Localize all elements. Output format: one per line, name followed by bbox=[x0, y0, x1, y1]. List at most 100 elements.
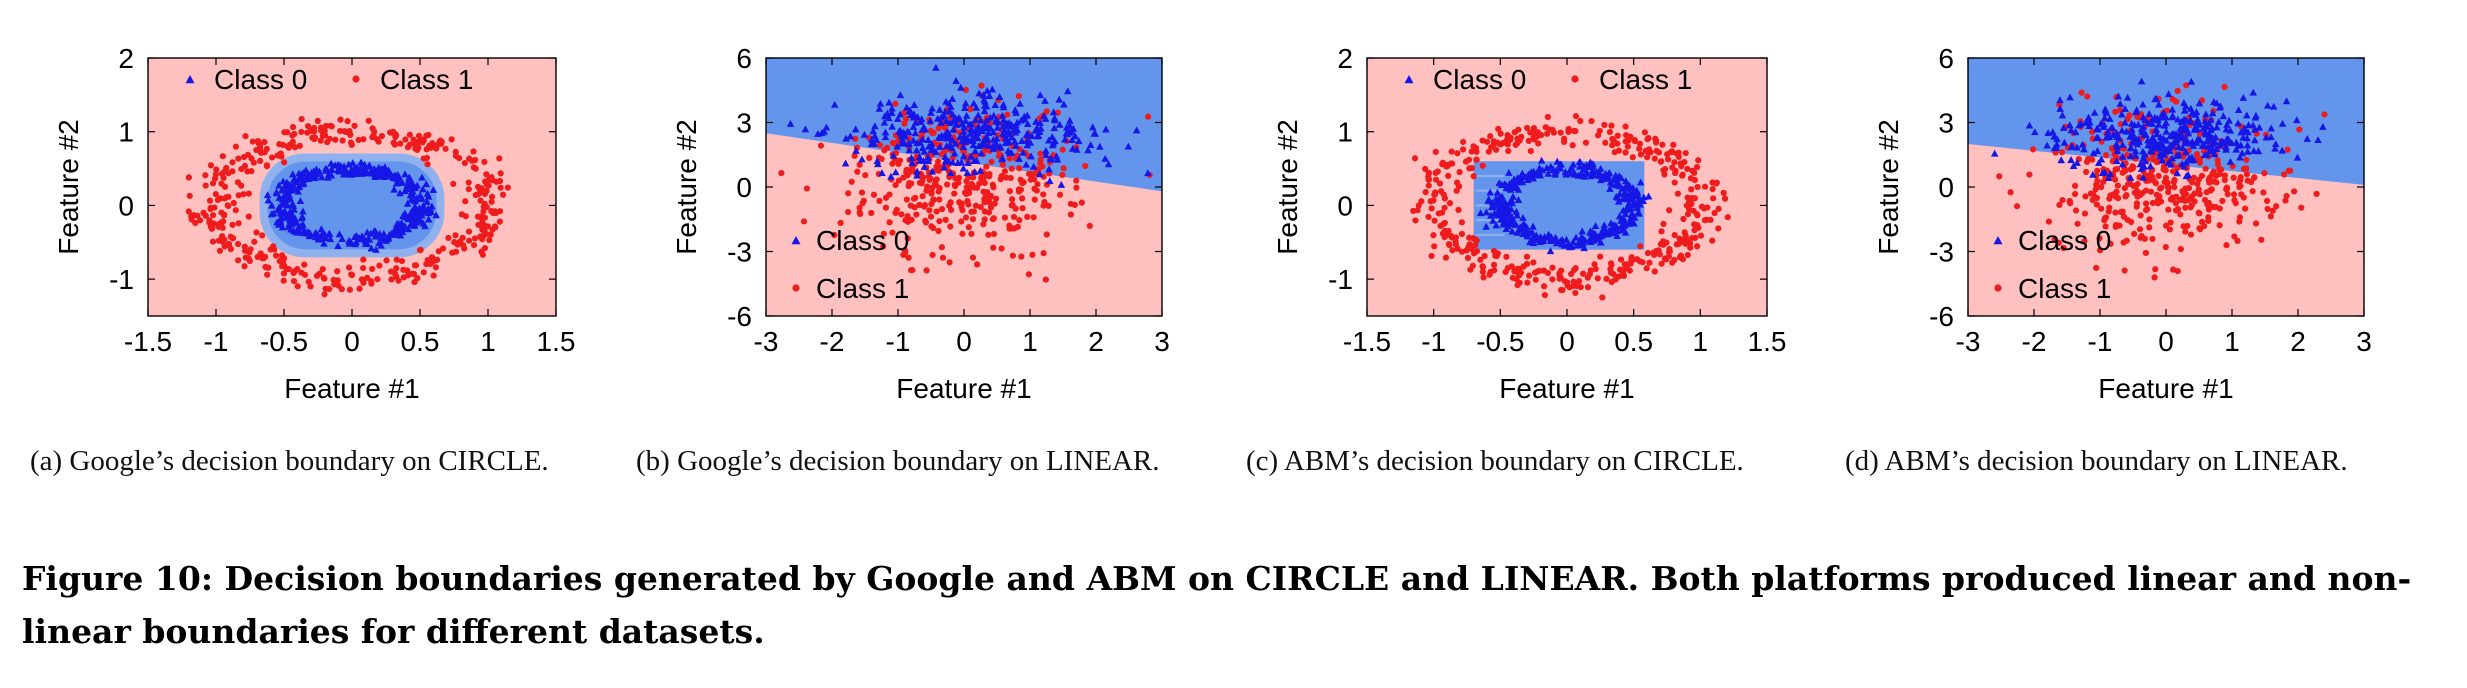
subcaption-a: (a) Google’s decision boundary on CIRCLE… bbox=[30, 445, 549, 477]
point-class1 bbox=[1473, 237, 1480, 244]
point-class1 bbox=[1487, 133, 1494, 140]
point-class1 bbox=[969, 254, 977, 261]
point-class1 bbox=[1653, 147, 1660, 155]
point-class1 bbox=[845, 208, 852, 216]
point-class0 bbox=[2239, 94, 2248, 101]
point-class1 bbox=[2131, 230, 2138, 237]
point-class1 bbox=[2202, 165, 2209, 172]
subcaption-b: (b) Google’s decision boundary on LINEAR… bbox=[636, 445, 1160, 477]
point-class0 bbox=[405, 183, 414, 191]
point-class0 bbox=[418, 173, 426, 181]
point-class0 bbox=[1063, 87, 1072, 95]
point-class0 bbox=[873, 157, 882, 165]
point-class0 bbox=[331, 161, 339, 169]
point-class1 bbox=[310, 124, 318, 132]
point-class1 bbox=[1651, 155, 1658, 162]
point-class0 bbox=[935, 133, 943, 141]
point-class1 bbox=[1418, 198, 1425, 205]
point-class0 bbox=[2164, 90, 2173, 98]
point-class1 bbox=[215, 237, 223, 244]
point-class0 bbox=[2175, 150, 2183, 158]
point-class0 bbox=[1592, 235, 1600, 243]
point-class1 bbox=[2098, 205, 2105, 212]
point-class1 bbox=[1446, 200, 1454, 207]
point-class0 bbox=[913, 113, 922, 121]
point-class1 bbox=[1513, 266, 1520, 273]
point-class1 bbox=[1440, 191, 1447, 198]
y-axis-label: Feature #2 bbox=[671, 119, 702, 254]
point-class0 bbox=[940, 163, 948, 171]
point-class1 bbox=[800, 218, 808, 225]
point-class0 bbox=[974, 123, 983, 131]
point-class1 bbox=[1671, 232, 1678, 239]
point-class1 bbox=[1720, 189, 1727, 196]
point-class1 bbox=[1609, 135, 1616, 143]
point-class0 bbox=[275, 181, 283, 189]
point-class1 bbox=[1040, 250, 1047, 257]
point-class0 bbox=[326, 235, 335, 243]
point-class1 bbox=[1456, 169, 1463, 176]
x-tick-label: 0 bbox=[1559, 326, 1575, 357]
point-class0 bbox=[2077, 119, 2085, 127]
point-class1 bbox=[1145, 113, 1152, 120]
point-class1 bbox=[2112, 209, 2119, 216]
point-class1 bbox=[238, 165, 245, 173]
point-class0 bbox=[1013, 118, 1022, 126]
point-class1 bbox=[301, 261, 308, 268]
point-class1 bbox=[1454, 150, 1461, 157]
point-class1 bbox=[185, 174, 192, 181]
point-class1 bbox=[1694, 164, 1701, 171]
point-class0 bbox=[1625, 195, 1634, 203]
point-class1 bbox=[881, 147, 888, 154]
point-class1 bbox=[219, 233, 226, 240]
point-class1 bbox=[778, 169, 785, 177]
point-class1 bbox=[964, 197, 971, 205]
point-class1 bbox=[854, 168, 861, 175]
point-class0 bbox=[273, 189, 281, 197]
point-class0 bbox=[1523, 226, 1531, 234]
point-class1 bbox=[307, 283, 314, 290]
point-class1 bbox=[466, 155, 473, 162]
point-class1 bbox=[2260, 189, 2267, 196]
point-class1 bbox=[267, 246, 274, 253]
point-class0 bbox=[925, 142, 933, 150]
point-class0 bbox=[419, 185, 427, 193]
point-class1 bbox=[280, 277, 287, 284]
point-class1 bbox=[480, 208, 487, 215]
point-class0 bbox=[411, 202, 419, 210]
point-class1 bbox=[356, 285, 363, 292]
point-class0 bbox=[2139, 113, 2147, 121]
point-class1 bbox=[337, 116, 344, 123]
point-class0 bbox=[2118, 126, 2126, 134]
point-class1 bbox=[901, 246, 908, 254]
point-class1 bbox=[294, 283, 301, 290]
point-class0 bbox=[2151, 126, 2160, 134]
point-class0 bbox=[407, 211, 416, 219]
point-class1 bbox=[214, 196, 222, 204]
point-class0 bbox=[983, 133, 991, 141]
point-class0 bbox=[2269, 102, 2278, 110]
point-class1 bbox=[858, 189, 866, 196]
point-class1 bbox=[2267, 213, 2274, 220]
point-class1 bbox=[235, 192, 242, 199]
point-class0 bbox=[1602, 229, 1611, 237]
point-class1 bbox=[375, 138, 382, 145]
point-class0 bbox=[1569, 160, 1578, 168]
point-class0 bbox=[1990, 149, 1999, 157]
point-class0 bbox=[896, 91, 905, 99]
point-class0 bbox=[970, 99, 978, 107]
point-class1 bbox=[221, 243, 228, 250]
point-class0 bbox=[2167, 141, 2175, 149]
point-class0 bbox=[905, 146, 914, 154]
point-class1 bbox=[317, 137, 324, 144]
point-class1 bbox=[1721, 195, 1729, 202]
point-class0 bbox=[1482, 208, 1491, 216]
point-class0 bbox=[959, 143, 968, 151]
point-class1 bbox=[985, 231, 992, 238]
point-class0 bbox=[1529, 239, 1538, 247]
point-class1 bbox=[2130, 164, 2137, 171]
point-class0 bbox=[1011, 106, 1019, 114]
point-class1 bbox=[1016, 217, 1023, 224]
point-class1 bbox=[259, 232, 266, 239]
